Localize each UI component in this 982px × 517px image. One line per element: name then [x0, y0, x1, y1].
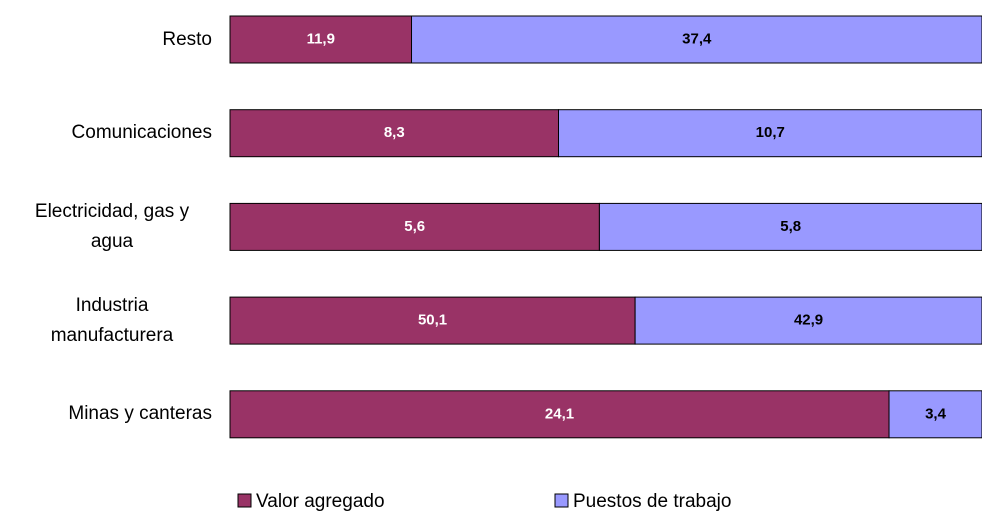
- bar-segment: [411, 15, 982, 64]
- bar-segment: [229, 390, 890, 439]
- value-label: 3,4: [925, 405, 947, 422]
- value-label: 50,1: [418, 312, 447, 329]
- bar-segment: [634, 296, 982, 345]
- value-label: 8,3: [384, 124, 405, 141]
- category-text: Comunicaciones: [71, 122, 212, 144]
- category-label: Electricidad, gas y agua: [0, 197, 212, 257]
- category-label: Comunicaciones: [0, 118, 212, 148]
- bar-segment: [229, 109, 560, 158]
- bar-segment: [888, 390, 982, 439]
- category-label: Resto: [0, 25, 212, 55]
- category-text: Minas y canteras: [68, 403, 212, 425]
- bar-segment: [598, 202, 982, 251]
- category-text: Resto: [162, 28, 212, 50]
- bar-segment: [229, 15, 413, 64]
- value-label: 10,7: [756, 124, 785, 141]
- category-label: Minas y canteras: [0, 399, 212, 429]
- bar-segment: [558, 109, 982, 158]
- category-label: Industria manufacturera: [0, 291, 212, 351]
- value-label: 11,9: [307, 30, 335, 47]
- value-label: 5,8: [780, 218, 801, 235]
- value-label: 37,4: [682, 30, 712, 47]
- value-label: 5,6: [404, 218, 425, 235]
- value-label: 24,1: [545, 405, 574, 422]
- category-text: Electricidad, gas y agua: [34, 200, 190, 252]
- legend-label: Puestos de trabajo: [573, 491, 731, 512]
- legend-label: Valor agregado: [256, 491, 385, 512]
- bar-segment: [229, 296, 636, 345]
- legend-swatch: [554, 493, 569, 508]
- value-label: 42,9: [794, 312, 823, 329]
- legend-swatch: [237, 493, 252, 508]
- category-text: Industria manufacturera: [50, 294, 174, 346]
